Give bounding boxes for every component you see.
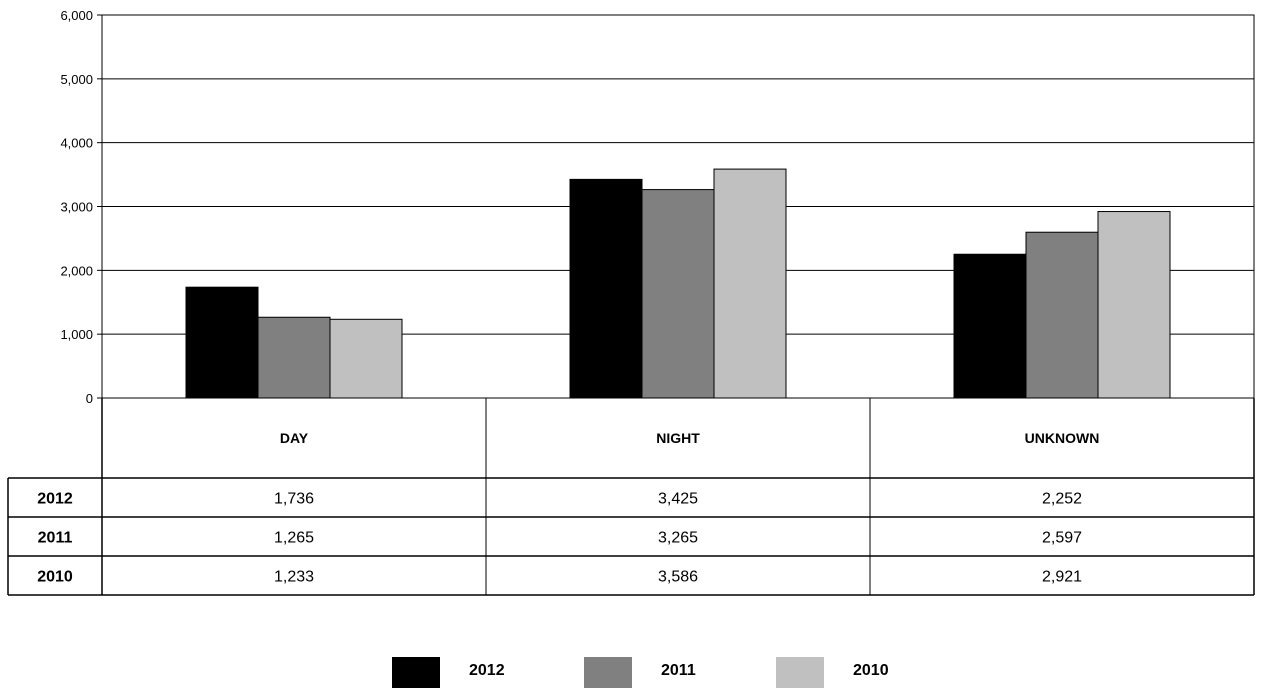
table-cell: 1,736 (274, 491, 314, 508)
y-tick-label: 4,000 (60, 136, 93, 151)
bar (1097, 211, 1171, 399)
y-tick-label: 6,000 (60, 8, 93, 23)
table-cell: 1,265 (274, 530, 314, 547)
table-cell: 1,233 (274, 569, 314, 586)
legend-label: 2012 (469, 662, 505, 679)
table-cell: 3,265 (658, 530, 698, 547)
y-tick-label: 1,000 (60, 327, 93, 342)
table-cell: 3,425 (658, 491, 698, 508)
table-cell: 3,586 (658, 569, 698, 586)
row-header: 2011 (38, 530, 73, 547)
legend-swatch (392, 657, 440, 688)
category-label: DAY (280, 430, 309, 446)
legend-swatch (584, 657, 632, 688)
row-header: 2010 (37, 569, 73, 586)
bar (329, 318, 403, 399)
y-tick-label: 0 (86, 391, 93, 406)
category-label: UNKNOWN (1025, 430, 1100, 446)
y-tick-label: 3,000 (60, 200, 93, 215)
table-cell: 2,921 (1042, 569, 1082, 586)
bar (641, 189, 715, 399)
y-tick-label: 5,000 (60, 72, 93, 87)
bar (713, 168, 787, 399)
legend-label: 2011 (661, 662, 696, 679)
legend-swatch (776, 657, 824, 688)
bar (185, 286, 259, 399)
bar (569, 178, 643, 399)
table-cell: 2,597 (1042, 530, 1082, 547)
bar (1025, 231, 1099, 399)
row-header: 2012 (37, 491, 73, 508)
table-cell: 2,252 (1042, 491, 1082, 508)
plot-frame (101, 14, 1255, 399)
category-label: NIGHT (656, 430, 700, 446)
bar (953, 253, 1027, 399)
y-tick-label: 2,000 (60, 263, 93, 278)
bar (257, 316, 331, 399)
legend-label: 2010 (853, 662, 889, 679)
